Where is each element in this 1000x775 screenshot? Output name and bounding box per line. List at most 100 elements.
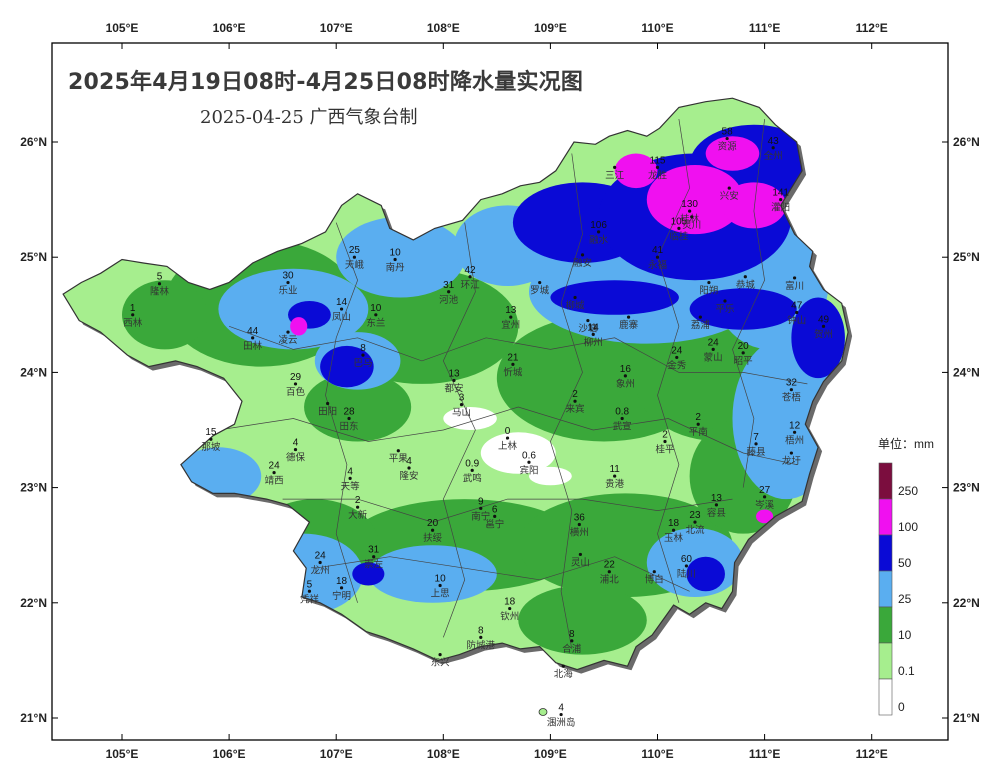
station: 8 防城港 [467, 625, 496, 651]
station: 0.8 武宣 [613, 406, 632, 432]
station-dot [538, 280, 542, 285]
station-dot [743, 275, 747, 279]
station-value: 7 [753, 432, 759, 443]
legend-label: 250 [898, 484, 918, 498]
station-value: 29 [290, 372, 302, 383]
station: 8 合浦 [562, 629, 582, 655]
lat-tick-label-left: 21°N [20, 711, 47, 725]
station-dot [339, 586, 344, 590]
station-name: 大新 [348, 509, 368, 521]
station: 14 凤山 [332, 297, 351, 323]
station-value: 10 [390, 248, 402, 259]
station-dot [251, 336, 255, 340]
station-dot [272, 471, 276, 475]
station-value: 106 [590, 220, 607, 231]
station-value: 115 [650, 155, 666, 166]
station-dot [771, 146, 775, 150]
station-dot [789, 451, 793, 455]
station-name: 金秀 [667, 359, 687, 371]
station-dot [372, 555, 376, 559]
station-value: 4 [406, 456, 412, 467]
station: 5 隆林 [150, 272, 170, 298]
station-value: 4 [347, 466, 353, 477]
station-value: 1 [130, 303, 136, 314]
lon-tick-label-bottom: 107°E [320, 747, 353, 761]
station: 博白 [645, 570, 664, 586]
weizhou-island [538, 708, 548, 716]
station-name: 兴安 [720, 190, 739, 202]
station-name: 武鸣 [463, 472, 482, 484]
station: 42 环江 [461, 265, 481, 291]
station-name: 凤山 [332, 312, 351, 323]
legend-swatch [878, 462, 893, 500]
station: 柳城 [566, 295, 585, 312]
station-value: 8 [478, 625, 484, 636]
station-name: 环江 [461, 280, 481, 291]
station: 31 河池 [439, 280, 459, 306]
station-value: 21 [507, 352, 519, 363]
station-name: 藤县 [747, 446, 766, 458]
station-dot [675, 355, 679, 360]
station-value: 4 [558, 703, 564, 714]
station-value: 130 [681, 199, 698, 210]
station: 10 上思 [431, 574, 451, 600]
station-dot [527, 460, 531, 464]
legend-swatch [878, 570, 893, 608]
station-dot [754, 442, 758, 446]
station-name: 桂林 [680, 213, 700, 225]
station: 18 钦州 [500, 597, 519, 623]
station-dot [727, 186, 731, 190]
lat-tick-label-left: 25°N [20, 250, 47, 264]
station-name: 宁明 [332, 590, 351, 602]
station-name: 百色 [286, 386, 306, 398]
station: 10 东兰 [366, 303, 385, 329]
station-name: 荔浦 [691, 319, 711, 331]
station-name: 恭城 [736, 280, 756, 291]
station-name: 鹿寨 [619, 319, 639, 331]
station-dot [792, 276, 797, 280]
station-dot [723, 299, 727, 303]
station: 8 巴马 [353, 343, 372, 369]
station-name: 融安 [573, 257, 592, 269]
station: 灵山 [571, 552, 590, 568]
station-name: 合浦 [562, 643, 582, 655]
station-name: 罗城 [530, 286, 550, 297]
station-value: 24 [315, 550, 327, 561]
station-name: 梧州 [785, 434, 804, 446]
station-dot [688, 209, 692, 213]
station-dot [559, 712, 563, 717]
station-name: 南丹 [386, 262, 405, 274]
station-dot [613, 474, 617, 478]
station-dot [347, 416, 351, 421]
station-value: 0.6 [522, 450, 536, 461]
station-name: 扶绥 [423, 532, 443, 544]
station: 44 田林 [243, 326, 263, 352]
station: 灵川 [682, 215, 701, 231]
station-dot [573, 399, 577, 403]
station-dot [580, 253, 585, 257]
station-name: 象州 [616, 378, 635, 390]
station-dot [698, 315, 702, 319]
station: 106 融水 [589, 220, 609, 246]
station-name: 柳州 [584, 336, 603, 348]
station-dot [652, 570, 656, 574]
station-name: 横州 [570, 526, 589, 538]
station-value: 18 [668, 518, 680, 529]
station-value: 13 [711, 493, 723, 504]
station-value: 2 [355, 495, 361, 506]
station: 29 百色 [286, 372, 306, 398]
lon-tick-label-bottom: 110°E [641, 747, 673, 761]
lat-tick-label-right: 26°N [953, 135, 980, 149]
station-value: 10 [370, 303, 382, 314]
station: 21 忻城 [503, 352, 523, 378]
station: 6 邕宁 [485, 504, 504, 530]
station: 24 龙州 [311, 550, 330, 576]
station-value: 43 [768, 136, 780, 147]
station-value: 18 [336, 576, 348, 587]
lon-tick-label-top: 109°E [534, 21, 567, 35]
station: 北海 [554, 664, 573, 680]
station-dot [326, 401, 330, 406]
station: 鹿寨 [619, 315, 639, 331]
station-dot [591, 332, 595, 336]
station-dot [671, 528, 676, 532]
